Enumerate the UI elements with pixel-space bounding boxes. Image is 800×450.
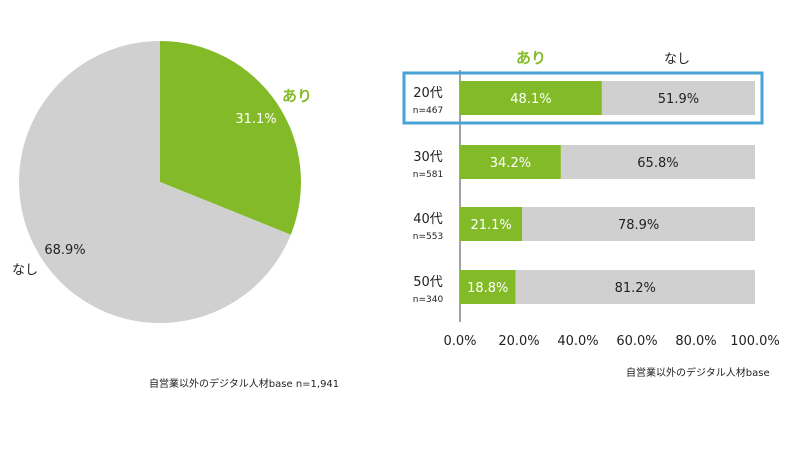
x-tick-label-2: 40.0% [557,334,598,349]
bar-segment-3-0 [460,270,516,304]
bar-value-label-0-0: 48.1% [510,92,551,107]
bar-segment-0-0 [460,81,602,115]
category-n-1: n=581 [413,170,443,180]
bar-segment-2-1 [522,207,755,241]
bar-value-label-1-0: 34.2% [490,156,531,171]
pie-chart: 31.1% あり 68.9% なし [12,41,312,323]
bar-value-label-0-1: 51.9% [658,92,699,107]
category-label-1: 30代 [413,150,443,165]
bar-segment-0-1 [601,81,755,115]
pie-category-label-no: なし [12,263,38,278]
bar-segment-3-1 [515,270,755,304]
category-n-2: n=553 [413,232,443,242]
bar-base-note: 自営業以外のデジタル人材base [626,368,770,379]
pie-base-note: 自営業以外のデジタル人材base n=1,941 [149,379,340,390]
stacked-bar-chart: あり なし 48.1% 51.9% 20代 n=467 34.2% 65.8% 30代 n=581… [402,49,780,349]
bar-value-label-1-1: 65.8% [637,156,678,171]
x-tick-label-1: 20.0% [498,334,539,349]
legend-label-no: なし [664,52,690,67]
pie-value-label-no: 68.9% [44,243,85,258]
pie-category-label-yes: あり [282,87,312,105]
pie-slice-1 [19,41,291,323]
pie-value-label-yes: 31.1% [235,112,276,127]
bar-segment-1-0 [460,145,561,179]
bar-value-label-3-0: 18.8% [467,281,508,296]
category-label-3: 50代 [413,275,443,290]
bar-value-label-2-0: 21.1% [470,218,511,233]
x-tick-label-3: 60.0% [616,334,657,349]
x-tick-label-4: 80.0% [675,334,716,349]
bar-value-label-3-1: 81.2% [615,281,656,296]
x-tick-label-5: 100.0% [730,334,780,349]
category-label-0: 20代 [413,86,443,101]
x-tick-label-0: 0.0% [443,334,476,349]
highlight-box [402,71,764,125]
bar-value-label-2-1: 78.9% [618,218,659,233]
category-label-2: 40代 [413,212,443,227]
legend-label-yes: あり [516,49,546,67]
bar-segment-2-0 [460,207,523,241]
category-n-0: n=467 [413,106,443,116]
bar-segment-1-1 [560,145,755,179]
category-n-3: n=340 [413,295,444,305]
pie-slice-0 [160,41,302,235]
